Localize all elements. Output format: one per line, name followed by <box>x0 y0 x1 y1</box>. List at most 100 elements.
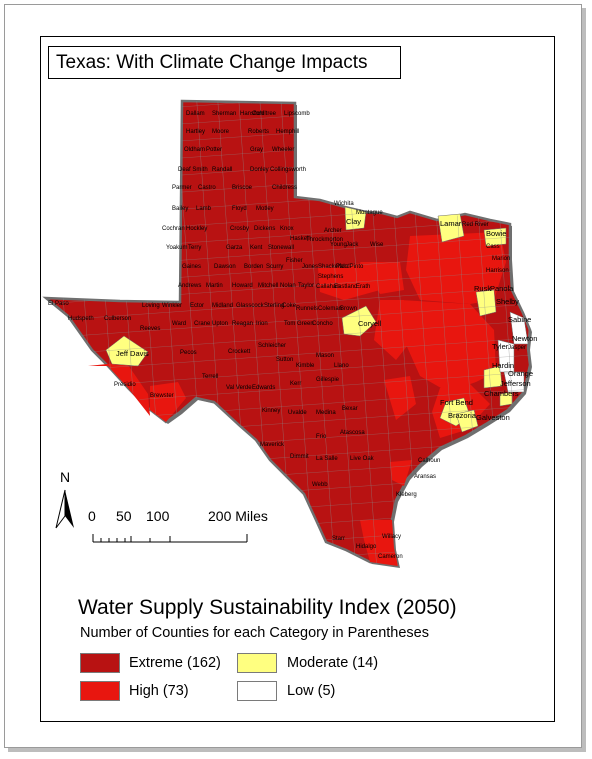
county-label-scurry: Scurry <box>266 264 283 270</box>
legend-title: Water Supply Sustainability Index (2050) <box>78 596 457 619</box>
county-label-hemphill: Hemphill <box>276 129 299 135</box>
county-label-eastland: Eastland <box>334 284 357 290</box>
county-label-lamb: Lamb <box>196 206 212 212</box>
legend-label-moderate: Moderate (14) <box>287 655 379 671</box>
county-label-irion: Irion <box>256 321 268 327</box>
county-label-sherman: Sherman <box>212 111 236 117</box>
county-label-palo-pinto: Palo Pinto <box>336 264 364 270</box>
county-label-willacy: Willacy <box>382 534 401 540</box>
scale-tick-100: 100 <box>146 508 170 524</box>
county-label-cameron: Cameron <box>378 554 403 560</box>
county-label-rusk: Rusk <box>474 284 491 293</box>
county-label-jasper: Jasper <box>508 345 526 351</box>
county-label-randall: Randall <box>212 167 232 173</box>
county-label-knox: Knox <box>280 226 294 232</box>
county-label-wise: Wise <box>370 242 384 248</box>
county-label-potter: Potter <box>206 147 222 153</box>
county-label-hudspeth: Hudspeth <box>68 316 94 322</box>
map-title: Texas: With Climate Change Impacts <box>56 52 368 73</box>
legend-label-low: Low (5) <box>287 683 336 699</box>
county-label-schleicher: Schleicher <box>258 343 286 349</box>
county-label-fort-bend: Fort Bend <box>440 398 473 407</box>
county-label-donley: Donley <box>250 167 269 173</box>
county-label-nolan: Nolan <box>280 283 296 289</box>
county-label-castro: Castro <box>198 185 216 191</box>
county-label-mitchell: Mitchell <box>258 283 278 289</box>
county-label-webb: Webb <box>312 482 328 488</box>
county-label-ector: Ector <box>190 303 204 309</box>
county-label-live-oak: Live Oak <box>350 456 375 462</box>
county-label-stonewall: Stonewall <box>268 245 294 251</box>
county-label-frio: Frio <box>316 434 327 440</box>
county-label-motley: Motley <box>256 206 274 212</box>
county-label-dickens: Dickens <box>254 226 275 232</box>
scale-tick-50: 50 <box>116 508 132 524</box>
county-label-chambers: Chambers <box>484 389 519 398</box>
legend-subtitle: Number of Counties for each Category in … <box>80 625 429 641</box>
county-label-sterling: Sterling <box>264 303 284 309</box>
county-label-collingsworth: Collingsworth <box>270 167 306 173</box>
county-label-sutton: Sutton <box>276 357 293 363</box>
county-label-jefferson: Jefferson <box>500 379 531 388</box>
county-label-llano: Llano <box>334 363 349 369</box>
scale-tick-200: 200 Miles <box>208 508 268 524</box>
county-label-val-verde: Val Verde <box>226 385 252 391</box>
county-label-tom-green: Tom Green <box>284 321 314 327</box>
legend-swatch-low <box>237 681 277 701</box>
county-label-coleman: Coleman <box>318 306 342 312</box>
north-arrow-icon: N <box>55 469 74 529</box>
county-label-deaf-smith: Deaf Smith <box>178 167 208 173</box>
legend-swatch-high <box>80 681 120 701</box>
county-label-kent: Kent <box>250 245 263 251</box>
legend-label-extreme: Extreme (162) <box>129 655 221 671</box>
county-label-wheeler: Wheeler <box>272 147 294 153</box>
county-label-medina: Medina <box>316 410 336 416</box>
county-label-midland: Midland <box>212 303 233 309</box>
county-label-runnels: Runnels <box>296 306 318 312</box>
map-title-box: Texas: With Climate Change Impacts <box>48 46 401 79</box>
county-label-moore: Moore <box>212 129 230 135</box>
county-label-coryell: Coryell <box>358 319 382 328</box>
legend-swatch-extreme <box>80 653 120 673</box>
county-label-loving: Loving <box>142 303 160 309</box>
county-label-stephens: Stephens <box>318 274 343 280</box>
county-label-parmer: Parmer <box>172 185 192 191</box>
county-label-harrison: Harrison <box>486 268 509 274</box>
county-label-pecos: Pecos <box>180 350 197 356</box>
county-label-oldham: Oldham <box>184 147 205 153</box>
county-label-sabine: Sabine <box>508 315 531 324</box>
county-label-newton: Newton <box>512 334 537 343</box>
county-label-kinney: Kinney <box>262 408 280 414</box>
county-label-brewster: Brewster <box>150 393 174 399</box>
county-label-coke: Coke <box>282 303 297 309</box>
county-label-crosby: Crosby <box>230 226 249 232</box>
county-label-edwards: Edwards <box>252 385 275 391</box>
county-label-ward: Ward <box>172 321 186 327</box>
county-label-bowie: Bowie <box>486 229 506 238</box>
county-label-bexar: Bexar <box>342 406 358 412</box>
county-label-montague: Montague <box>356 210 383 216</box>
county-label-shackelford: Shackelford <box>318 264 350 270</box>
county-label-shelby: Shelby <box>496 297 519 306</box>
county-label-culberson: Culberson <box>104 316 131 322</box>
county-label-kerr: Kerr <box>290 381 301 387</box>
county-label-gray: Gray <box>250 147 263 153</box>
county-label-reagan: Reagan <box>232 321 253 327</box>
county-label-concho: Concho <box>312 321 333 327</box>
county-label-dimmit: Dimmit <box>290 454 309 460</box>
county-label-hidalgo: Hidalgo <box>356 544 377 550</box>
county-label-erath: Erath <box>356 284 370 290</box>
county-label-cass: Cass <box>486 244 500 250</box>
county-label-hockley: Hockley <box>186 226 207 232</box>
county-label-fisher: Fisher <box>286 258 303 264</box>
legend-swatch-moderate <box>237 653 277 673</box>
scale-bar: 0 50 100 200 Miles <box>88 508 290 548</box>
county-label-lipscomb: Lipscomb <box>284 111 310 117</box>
county-label-throckmorton: Throckmorton <box>306 237 343 243</box>
county-label-dawson: Dawson <box>214 264 236 270</box>
county-label-marion: Marion <box>492 256 510 262</box>
scale-tick-0: 0 <box>88 508 96 524</box>
county-label-hardin: Hardin <box>492 361 514 370</box>
county-label-red-river: Red River <box>462 222 489 228</box>
